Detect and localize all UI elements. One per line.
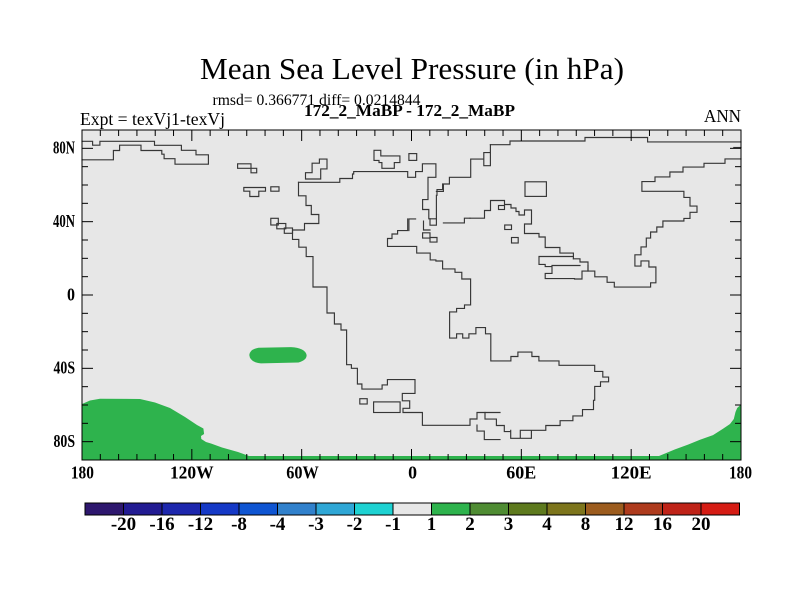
svg-text:-20: -20 [111,514,136,535]
svg-text:-3: -3 [308,514,324,535]
svg-text:0: 0 [408,463,417,483]
svg-text:8: 8 [581,514,591,535]
svg-text:4: 4 [542,514,552,535]
svg-text:-16: -16 [149,514,174,535]
svg-text:80S: 80S [54,431,76,451]
svg-text:1: 1 [427,514,437,535]
svg-text:rmsd= 0.366771 diff= 0.0214844: rmsd= 0.366771 diff= 0.0214844 [213,92,421,109]
svg-text:40N: 40N [53,211,75,231]
svg-text:Mean Sea Level Pressure (in hP: Mean Sea Level Pressure (in hPa) [200,51,624,86]
svg-text:40S: 40S [54,358,76,378]
svg-text:-4: -4 [270,514,286,535]
svg-text:16: 16 [653,514,672,535]
svg-text:-1: -1 [385,514,401,535]
svg-text:120E: 120E [611,463,652,483]
svg-text:Expt = texVj1-texVj: Expt = texVj1-texVj [80,109,225,129]
svg-text:-2: -2 [347,514,363,535]
svg-text:0: 0 [67,284,75,304]
svg-text:120W: 120W [170,463,214,483]
svg-text:180: 180 [729,463,752,483]
svg-text:60W: 60W [286,463,319,483]
svg-text:12: 12 [615,514,634,535]
svg-text:3: 3 [504,514,514,535]
svg-text:172_2_MaBP - 172_2_MaBP: 172_2_MaBP - 172_2_MaBP [304,101,515,120]
svg-text:-8: -8 [231,514,247,535]
svg-text:ANN: ANN [704,106,741,126]
svg-text:-12: -12 [188,514,213,535]
svg-text:20: 20 [692,514,711,535]
svg-text:80N: 80N [53,138,75,158]
svg-text:60E: 60E [506,463,536,483]
svg-text:180: 180 [71,463,94,483]
svg-text:2: 2 [465,514,475,535]
